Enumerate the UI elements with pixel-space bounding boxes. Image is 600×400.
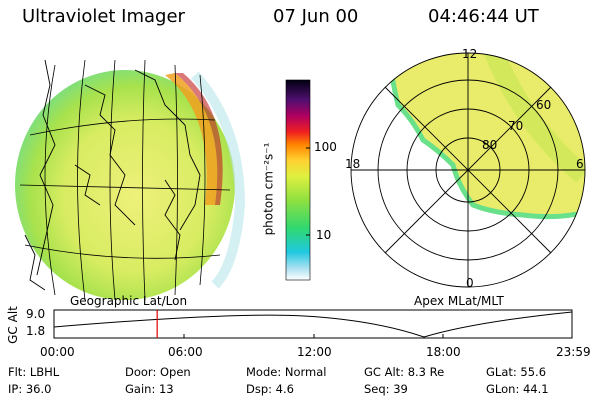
status-flt: Flt: LBHL	[8, 365, 60, 379]
auroral-region	[388, 53, 585, 217]
colorbar-label: photon cm⁻²s⁻¹	[261, 142, 276, 236]
altitude-ytick-bottom: 1.8	[26, 324, 46, 338]
status-glon: GLon: 44.1	[486, 382, 549, 396]
altitude-ytick-top: 9.0	[26, 307, 46, 321]
date-label: 07 Jun 00	[273, 6, 359, 27]
coastlines	[24, 59, 201, 291]
xtick-0600: 06:00	[168, 345, 203, 359]
status-gain: Gain: 13	[125, 382, 174, 396]
instrument-title: Ultraviolet Imager	[22, 6, 185, 27]
mlt-label-18: 18	[345, 157, 361, 171]
time-label: 04:46:44 UT	[428, 6, 539, 27]
status-gcalt: GC Alt: 8.3 Re	[364, 365, 445, 379]
status-seq: Seq: 39	[364, 382, 408, 396]
xtick-2359: 23:59	[556, 345, 591, 359]
altitude-curve	[53, 311, 573, 338]
xtick-0000: 00:00	[40, 345, 75, 359]
mlat-label-60: 60	[536, 98, 552, 112]
status-glat: GLat: 55.6	[486, 365, 547, 379]
mlt-label-12: 12	[462, 47, 478, 61]
mlt-label-0: 0	[466, 276, 474, 290]
status-door: Door: Open	[125, 365, 191, 379]
limb-glow	[165, 73, 218, 205]
colorbar-tick-100: 100	[314, 140, 337, 154]
altitude-plot	[53, 309, 573, 339]
lat-lon-grid	[19, 59, 231, 301]
xtick-1200: 12:00	[297, 345, 332, 359]
status-dsp: Dsp: 4.6	[246, 382, 294, 396]
altitude-ylabel: GC Alt	[5, 306, 20, 344]
left-panel-caption: Geographic Lat/Lon	[70, 294, 188, 308]
status-ip: IP: 36.0	[8, 382, 52, 396]
mlt-label-6: 6	[576, 157, 584, 171]
mlat-label-80: 80	[482, 138, 498, 152]
right-panel-caption: Apex MLat/MLT	[414, 294, 504, 308]
polar-grid	[350, 52, 586, 288]
polar-image	[350, 52, 586, 288]
status-mode: Mode: Normal	[246, 365, 327, 379]
colorbar-tick-10: 10	[316, 228, 332, 242]
colorbar	[285, 79, 311, 281]
xtick-1800: 18:00	[426, 345, 461, 359]
geographic-image	[15, 59, 246, 301]
mlat-label-70: 70	[508, 119, 524, 133]
